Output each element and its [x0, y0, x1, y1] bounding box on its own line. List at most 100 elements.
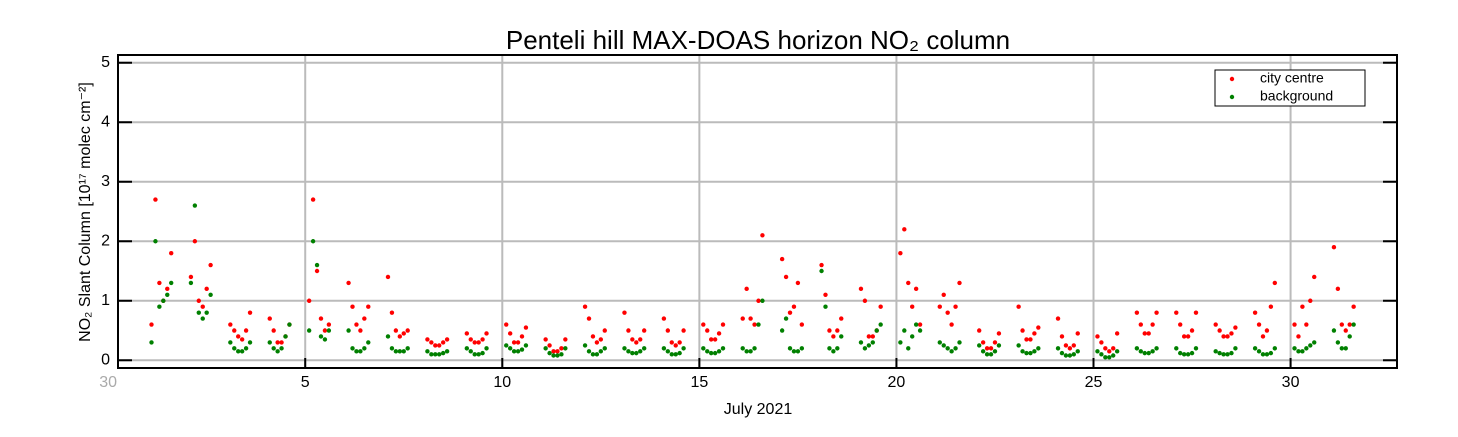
data-point — [1304, 346, 1309, 351]
data-point — [827, 328, 832, 333]
data-point — [523, 325, 529, 330]
data-point — [543, 346, 548, 351]
data-point — [1256, 349, 1262, 354]
data-point — [310, 197, 316, 202]
data-point — [511, 349, 517, 354]
data-point — [1233, 346, 1238, 351]
data-point — [515, 340, 521, 345]
data-point — [634, 350, 639, 356]
data-point — [1233, 325, 1238, 330]
data-point — [819, 268, 824, 274]
data-point — [701, 346, 706, 351]
data-point — [1343, 328, 1348, 333]
legend-label: background — [1260, 88, 1333, 104]
data-point — [1154, 346, 1159, 351]
data-point — [720, 322, 726, 327]
data-point — [358, 328, 363, 333]
data-point — [1150, 322, 1155, 327]
data-point — [1213, 322, 1218, 327]
data-point — [397, 334, 403, 339]
data-point — [622, 346, 627, 351]
data-point — [957, 280, 962, 286]
data-point — [1217, 350, 1222, 356]
data-point — [149, 322, 154, 327]
data-point — [949, 349, 954, 354]
data-point — [1312, 340, 1317, 345]
data-point — [247, 340, 253, 345]
data-point — [243, 328, 249, 333]
data-point — [787, 310, 793, 315]
x-tick-label: 10 — [493, 374, 511, 391]
data-point — [1189, 350, 1195, 356]
data-point — [996, 331, 1002, 336]
data-point — [1024, 337, 1029, 342]
data-point — [519, 334, 525, 339]
data-point — [590, 334, 596, 339]
data-point — [1347, 322, 1352, 327]
data-point — [1178, 322, 1183, 327]
data-point — [437, 343, 442, 348]
data-point — [630, 337, 635, 342]
legend-marker — [1229, 94, 1235, 100]
data-point — [543, 337, 548, 342]
data-point — [480, 350, 485, 356]
data-point — [748, 349, 753, 354]
data-point — [673, 343, 678, 348]
data-point — [350, 346, 355, 351]
data-point — [839, 316, 844, 321]
data-point — [1138, 349, 1144, 354]
data-point — [555, 353, 560, 358]
data-point — [705, 349, 710, 354]
data-point — [953, 346, 958, 351]
data-point — [239, 337, 245, 342]
data-point — [1264, 352, 1270, 357]
data-point — [1331, 245, 1337, 250]
data-point — [835, 328, 840, 333]
data-point — [1103, 346, 1108, 351]
data-point — [898, 250, 903, 256]
data-point — [858, 340, 864, 345]
data-point — [1225, 352, 1230, 357]
data-point — [669, 352, 674, 357]
data-point — [1268, 304, 1274, 309]
data-point — [638, 337, 643, 342]
data-point — [1300, 349, 1305, 354]
data-point — [661, 316, 667, 321]
data-point — [744, 349, 749, 354]
data-point — [279, 340, 284, 345]
data-point — [165, 286, 170, 292]
data-point — [279, 346, 284, 351]
data-point — [310, 239, 316, 244]
data-point — [996, 343, 1002, 348]
y-tick-label: 2 — [101, 232, 110, 249]
data-point — [228, 340, 233, 345]
data-point — [433, 352, 438, 357]
data-point — [468, 349, 473, 354]
y-tick-label: 5 — [101, 54, 110, 71]
data-point — [169, 280, 174, 286]
data-point — [267, 316, 272, 321]
data-point — [602, 328, 607, 333]
y-tick-label: 3 — [101, 173, 110, 190]
data-point — [1252, 310, 1258, 315]
data-point — [831, 334, 836, 339]
data-point — [283, 334, 288, 339]
data-point — [1036, 325, 1041, 330]
data-point — [1095, 334, 1100, 339]
data-point — [318, 334, 324, 339]
data-point — [204, 286, 209, 292]
data-point — [1185, 334, 1191, 339]
data-point — [590, 352, 596, 357]
data-point — [1268, 350, 1274, 356]
data-point — [622, 310, 627, 315]
y-axis-label: NO₂ Slant Column [10¹⁷ molec cm⁻²] — [77, 82, 94, 342]
data-point — [440, 350, 446, 356]
data-point — [677, 350, 682, 356]
data-point — [1256, 322, 1262, 327]
data-point — [760, 298, 765, 303]
data-point — [862, 298, 868, 303]
data-point — [669, 340, 674, 345]
data-point — [980, 349, 986, 354]
data-point — [791, 304, 797, 309]
x-axis-label: July 2021 — [724, 401, 793, 418]
